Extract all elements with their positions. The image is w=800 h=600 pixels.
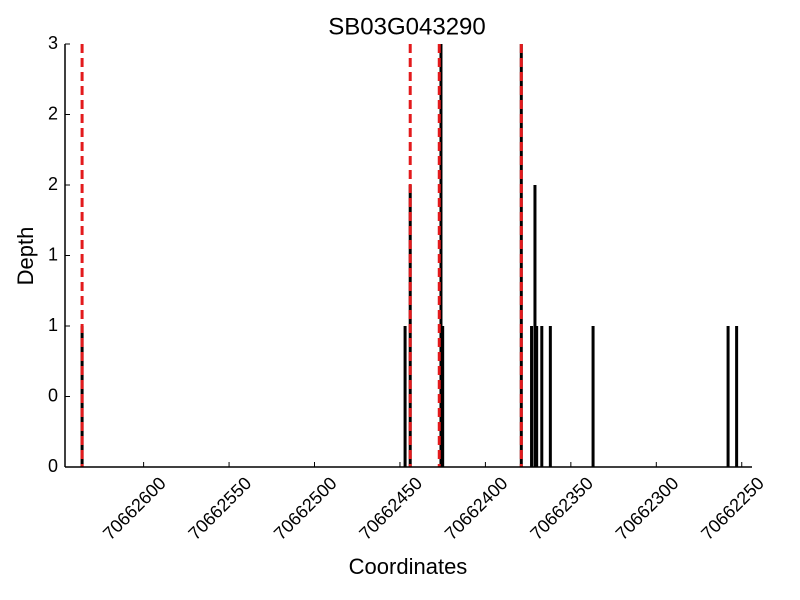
bar (439, 44, 443, 467)
x-tick-label: 70662400 (441, 473, 512, 544)
x-axis-label: Coordinates (349, 554, 468, 579)
x-tick-label: 70662350 (526, 473, 597, 544)
bar (441, 326, 445, 467)
x-tick-label: 70662250 (697, 473, 768, 544)
bar (735, 326, 739, 467)
bar (533, 185, 537, 467)
bar (535, 326, 539, 467)
bar (403, 326, 407, 467)
x-tick-label: 70662600 (99, 473, 170, 544)
y-tick-label: 0 (48, 385, 58, 405)
chart-title: SB03G043290 (328, 13, 485, 40)
bar (591, 326, 595, 467)
bar (540, 326, 544, 467)
x-tick-label: 70662300 (612, 473, 683, 544)
bar (548, 326, 552, 467)
y-tick-label: 1 (48, 244, 58, 264)
y-tick-label: 0 (48, 456, 58, 476)
x-tick-label: 70662550 (184, 473, 255, 544)
bar (530, 326, 534, 467)
y-tick-label: 3 (48, 33, 58, 53)
y-tick-label: 2 (48, 103, 58, 123)
y-axis-label: Depth (13, 227, 38, 286)
x-tick-label: 70662450 (355, 473, 426, 544)
x-tick-label: 70662500 (270, 473, 341, 544)
y-tick-label: 2 (48, 174, 58, 194)
y-tick-label: 1 (48, 315, 58, 335)
bar (726, 326, 730, 467)
